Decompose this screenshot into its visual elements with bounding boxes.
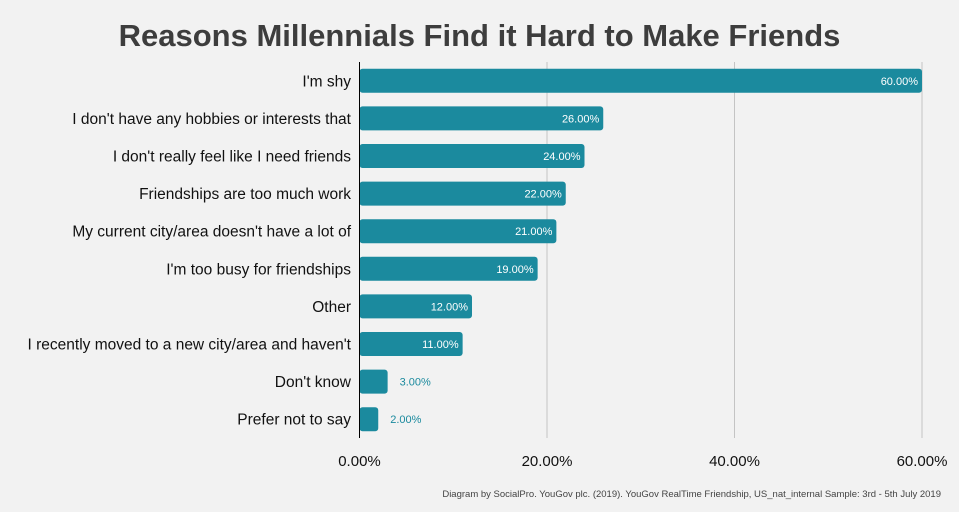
data-label: 21.00% (515, 226, 553, 238)
category-label: I recently moved to a new city/area and … (28, 337, 352, 354)
x-tick-label: 20.00% (522, 453, 573, 470)
category-label: Don't know (275, 374, 352, 391)
source-note: Diagram by SocialPro. YouGov plc. (2019)… (442, 489, 941, 500)
data-labels: 60.00% 26.00% 24.00% 22.00% 21.00% 19.00% 12.0… (390, 76, 918, 426)
data-label: 11.00% (422, 339, 459, 351)
data-label: 22.00% (524, 189, 562, 201)
x-tick-label: 40.00% (709, 453, 760, 470)
category-label: I don't really feel like I need friends (113, 149, 351, 166)
bar (359, 68, 922, 93)
x-tick-label: 0.00% (338, 453, 381, 470)
category-labels: I'm shy I don't have any hobbies or inter… (28, 73, 352, 428)
bar (359, 144, 585, 168)
bar (359, 219, 557, 244)
data-label: 24.00% (543, 151, 581, 163)
x-axis-ticks: 0.00% 20.00% 40.00% 60.00% (338, 453, 947, 470)
bar (359, 256, 538, 281)
bar (359, 181, 566, 206)
bar (359, 369, 388, 394)
category-label: Prefer not to say (237, 412, 351, 429)
data-label: 2.00% (390, 414, 421, 426)
category-label: Friendships are too much work (139, 186, 351, 203)
category-label: Other (312, 299, 351, 316)
bar (359, 106, 604, 131)
bar (359, 407, 379, 432)
category-label: My current city/area doesn't have a lot … (72, 224, 351, 241)
category-label: I don't have any hobbies or interests th… (72, 111, 351, 128)
bars (359, 68, 922, 432)
x-tick-label: 60.00% (897, 453, 948, 470)
bar (359, 332, 463, 356)
chart-title: Reasons Millennials Find it Hard to Make… (118, 18, 841, 53)
bar (359, 294, 472, 319)
data-label: 26.00% (562, 113, 600, 125)
data-label: 3.00% (400, 377, 431, 389)
category-label: I'm shy (302, 73, 351, 90)
data-label: 60.00% (881, 76, 919, 88)
category-label: I'm too busy for friendships (166, 261, 351, 278)
data-label: 19.00% (496, 264, 534, 276)
data-label: 12.00% (431, 301, 469, 313)
